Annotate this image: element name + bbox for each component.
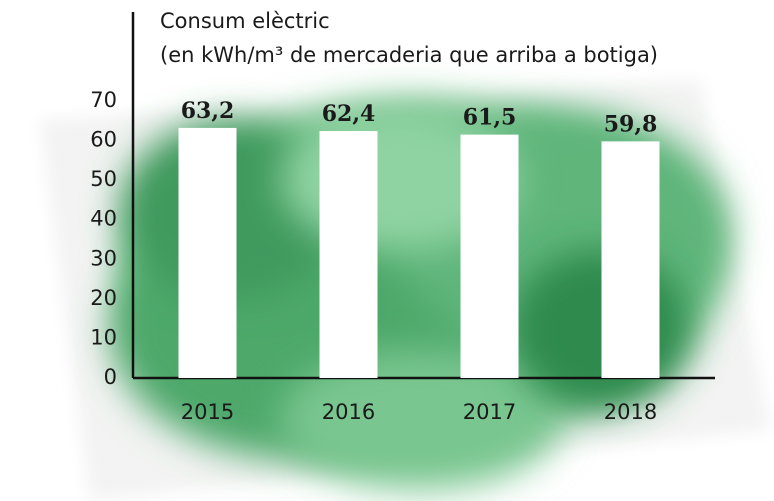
y-tick-label: 0 xyxy=(104,365,117,389)
bar xyxy=(460,134,519,378)
y-tick-label: 20 xyxy=(90,286,117,310)
value-label: 62,4 xyxy=(322,101,376,127)
y-tick-label: 10 xyxy=(90,325,117,349)
bar xyxy=(319,131,378,378)
value-label: 59,8 xyxy=(604,111,658,137)
y-tick-label: 40 xyxy=(90,207,117,231)
y-tick-label: 30 xyxy=(90,246,117,270)
bar xyxy=(601,141,660,378)
x-tick-label: 2015 xyxy=(181,400,234,424)
bar xyxy=(178,127,237,378)
background-art xyxy=(40,80,770,500)
value-label: 63,2 xyxy=(181,98,235,124)
value-label: 61,5 xyxy=(463,105,517,131)
y-tick-label: 70 xyxy=(90,88,117,112)
y-tick-label: 60 xyxy=(90,128,117,152)
chart-title: Consum elèctric xyxy=(160,9,330,33)
x-tick-label: 2016 xyxy=(322,400,375,424)
y-tick-label: 50 xyxy=(90,167,117,191)
x-tick-label: 2018 xyxy=(604,400,657,424)
x-tick-label: 2017 xyxy=(463,400,516,424)
chart-subtitle: (en kWh/m³ de mercaderia que arriba a bo… xyxy=(160,43,658,67)
